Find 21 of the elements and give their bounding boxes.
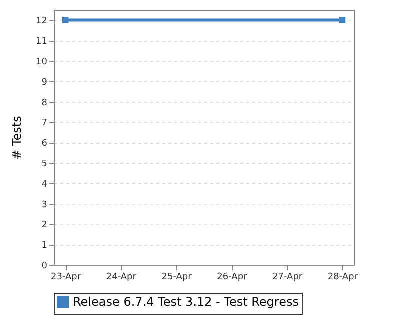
y-tick-label: 9 [42,78,48,88]
y-tick-label: 8 [42,98,48,108]
x-tick-label: 27-Apr [272,272,303,282]
x-tick-label: 23-Apr [51,272,82,282]
x-tick-label: 28-Apr [328,272,358,282]
y-tick-label: 6 [42,139,48,150]
y-tick-label: 5 [42,160,48,170]
y-tick-label: 12 [36,16,48,27]
legend-label: Release 6.7.4 Test 3.12 - Test Regress [73,295,299,309]
y-tick-label: 2 [42,220,48,231]
x-tick-label: 24-Apr [106,272,137,282]
y-tick-label: 3 [42,200,48,210]
y-tick-label: 0 [42,262,48,272]
y-tick-label: 4 [42,180,48,190]
x-tick-label: 26-Apr [217,272,248,282]
y-tick-label: 1 [42,241,48,252]
y-tick-label: 7 [42,118,48,129]
x-tick-label: 25-Apr [162,272,192,282]
y-axis-title: # Tests [10,116,24,160]
y-tick-label: 11 [36,37,48,48]
y-tick-label: 10 [36,58,48,68]
